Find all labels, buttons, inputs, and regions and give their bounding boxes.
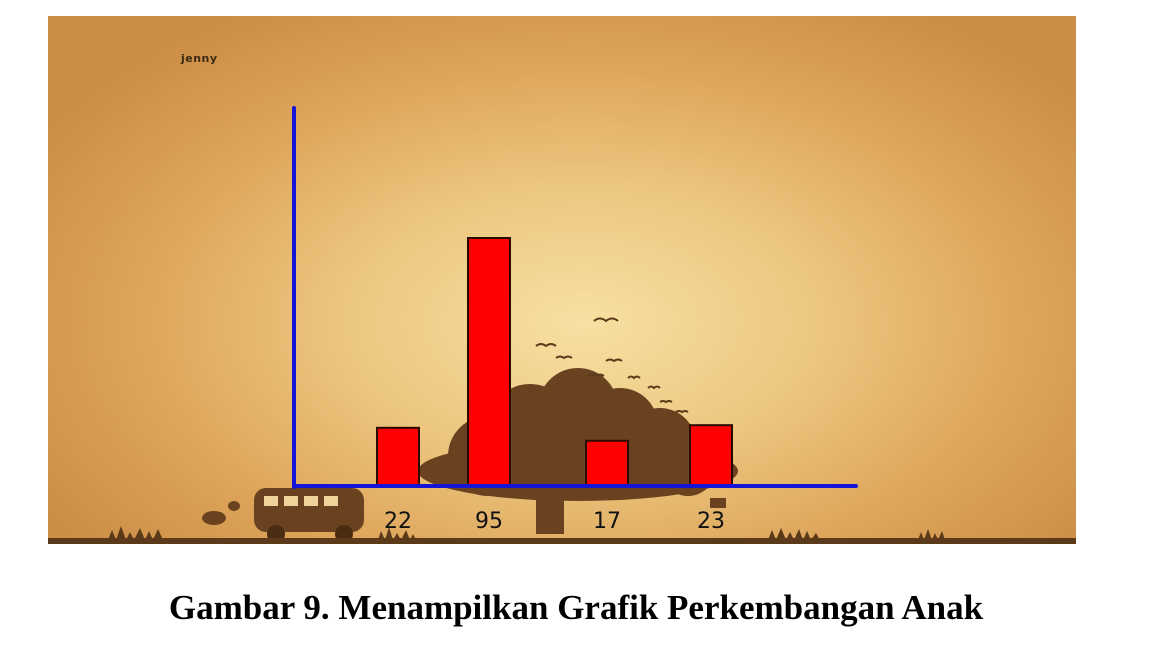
value-label-17: 17: [593, 509, 621, 534]
bar-17: [585, 439, 629, 486]
bar-22: [376, 426, 420, 486]
figure-caption: Gambar 9. Menampilkan Grafik Perkembanga…: [168, 588, 984, 627]
bus-silhouette: [202, 488, 364, 543]
bar-95: [467, 237, 511, 486]
value-label-22: 22: [384, 509, 412, 534]
bar-chart: 22 95 17 23: [292, 106, 858, 534]
bar-23: [689, 424, 733, 487]
value-label-95: 95: [475, 509, 503, 534]
birds-silhouette: [535, 317, 689, 414]
user-name-label: jenny: [181, 52, 218, 65]
value-label-23: 23: [697, 509, 725, 534]
grass-silhouette: [48, 526, 1076, 544]
chart-scene: 22 95 17 23 jenny: [48, 16, 1076, 544]
small-silhouette: [710, 498, 726, 508]
